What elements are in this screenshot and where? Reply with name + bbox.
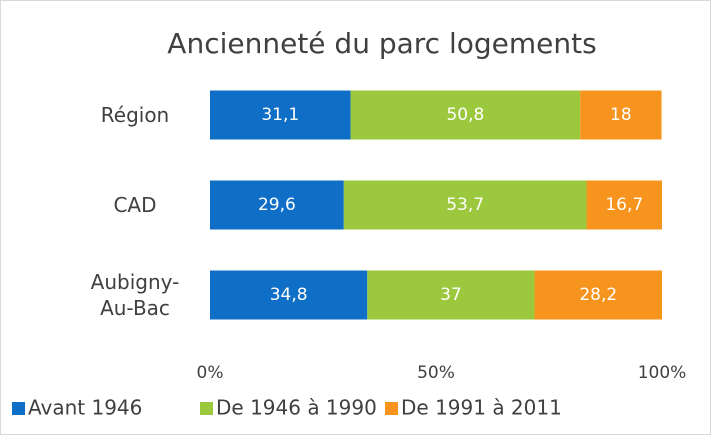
- bar-segment: [350, 90, 581, 140]
- bar-segment: [343, 180, 587, 230]
- y-tick-label: Région: [100, 103, 170, 127]
- data-label: 18: [610, 105, 632, 125]
- x-tick-label: 50%: [417, 363, 455, 383]
- legend-label: De 1946 à 1990: [216, 396, 377, 420]
- data-label: 37: [440, 285, 462, 305]
- y-tick-label: Aubigny-Au-Bac: [90, 270, 180, 320]
- bar-segment: [210, 270, 368, 320]
- bar-segment: [580, 90, 662, 140]
- data-label: 31,1: [261, 105, 299, 125]
- legend-label: De 1991 à 2011: [401, 396, 562, 420]
- data-label: 29,6: [258, 195, 296, 215]
- x-tick-label: 0%: [197, 363, 224, 383]
- chart-title: Ancienneté du parc logements: [167, 27, 596, 60]
- bar-segment: [586, 180, 662, 230]
- legend-swatch: [385, 402, 398, 415]
- data-label: 53,7: [446, 195, 484, 215]
- legend-swatch: [200, 402, 213, 415]
- data-label: 50,8: [446, 105, 484, 125]
- x-tick-label: 100%: [638, 363, 687, 383]
- legend-swatch: [12, 402, 25, 415]
- data-label: 28,2: [579, 285, 617, 305]
- bar-segment: [367, 270, 535, 320]
- bar-segment: [210, 90, 351, 140]
- bar-segment: [210, 180, 344, 230]
- data-label: 34,8: [270, 285, 308, 305]
- bar-segment: [534, 270, 662, 320]
- data-label: 16,7: [605, 195, 643, 215]
- legend-label: Avant 1946: [28, 396, 142, 420]
- y-tick-label: CAD: [113, 193, 157, 217]
